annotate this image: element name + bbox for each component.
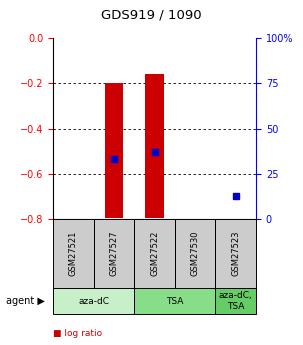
Text: TSA: TSA (166, 296, 184, 306)
Bar (134, 288, 215, 314)
Text: GSM27523: GSM27523 (231, 231, 240, 276)
Bar (53, 219, 94, 288)
Bar (94, 219, 134, 288)
Bar (53, 288, 134, 314)
Text: agent ▶: agent ▶ (6, 296, 45, 306)
Text: GSM27522: GSM27522 (150, 231, 159, 276)
Bar (215, 288, 256, 314)
Text: aza-dC,
TSA: aza-dC, TSA (219, 291, 253, 311)
Text: ■ log ratio: ■ log ratio (53, 329, 102, 338)
Text: GSM27530: GSM27530 (191, 231, 200, 276)
Bar (105, 83, 123, 218)
Text: GSM27521: GSM27521 (69, 231, 78, 276)
Bar (145, 74, 164, 218)
Text: GDS919 / 1090: GDS919 / 1090 (101, 9, 202, 22)
Bar (175, 219, 215, 288)
Text: GSM27527: GSM27527 (109, 231, 118, 276)
Text: aza-dC: aza-dC (78, 296, 109, 306)
Bar (215, 219, 256, 288)
Bar (134, 219, 175, 288)
